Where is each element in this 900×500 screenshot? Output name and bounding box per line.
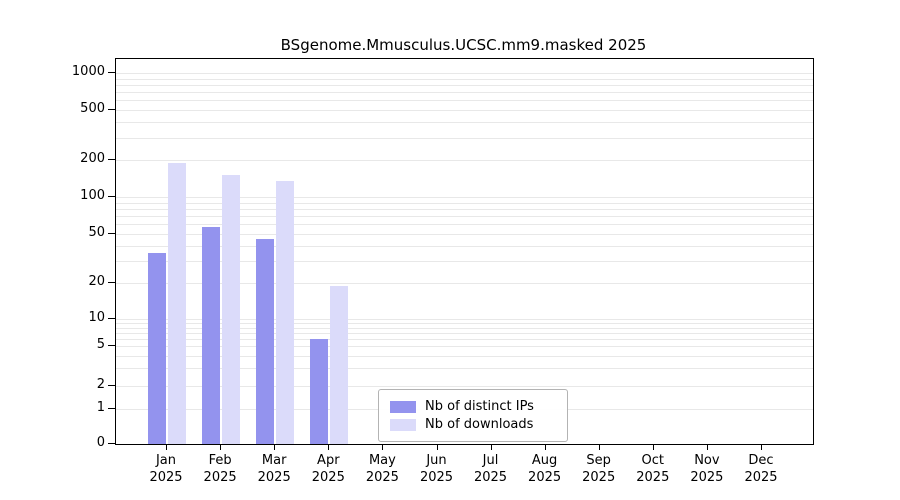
gridline xyxy=(116,78,813,80)
x-tick-label: Jan 2025 xyxy=(149,453,183,485)
y-tick-label: 500 xyxy=(80,101,105,116)
bar-distinct-ips xyxy=(310,338,329,444)
bar-downloads xyxy=(330,285,349,444)
x-tick-mark-icon xyxy=(652,444,654,450)
bar-downloads xyxy=(276,181,295,444)
y-tick-label: 200 xyxy=(80,151,105,166)
x-tick-mark-icon xyxy=(274,444,276,450)
y-tick-mark-icon xyxy=(108,443,115,444)
legend: Nb of distinct IPs Nb of downloads xyxy=(378,389,568,442)
x-tick-mark-icon xyxy=(166,444,167,450)
gridline xyxy=(116,234,813,235)
gridline xyxy=(116,368,813,370)
gridline xyxy=(116,73,813,74)
gridline xyxy=(116,338,813,340)
gridline xyxy=(116,160,813,161)
x-tick-label: Aug 2025 xyxy=(528,453,562,485)
y-tick-label: 0 xyxy=(96,435,105,450)
y-tick-mark-icon xyxy=(108,233,115,234)
gridline xyxy=(116,197,813,198)
y-tick-label: 2 xyxy=(96,377,105,392)
bar-distinct-ips xyxy=(148,253,166,444)
y-tick-label: 50 xyxy=(88,225,105,240)
x-tick-label: Apr 2025 xyxy=(311,453,345,485)
legend-item-downloads: Nb of downloads xyxy=(390,416,556,433)
y-tick-label: 100 xyxy=(80,188,105,203)
y-tick-mark-icon xyxy=(108,72,115,73)
legend-label-downloads: Nb of downloads xyxy=(425,417,534,432)
chart-title: BSgenome.Mmusculus.UCSC.mm9.masked 2025 xyxy=(280,36,647,54)
x-tick-label: Dec 2025 xyxy=(744,453,778,485)
y-tick-mark-icon xyxy=(108,196,115,197)
legend-swatch-distinct-ips-icon xyxy=(390,400,416,413)
x-tick-label: Jun 2025 xyxy=(419,453,454,485)
gridline xyxy=(116,110,813,111)
bar-downloads xyxy=(168,162,186,444)
x-tick-mark-icon xyxy=(220,444,222,450)
x-tick-label: Jul 2025 xyxy=(473,453,508,485)
y-tick-mark-icon xyxy=(108,408,115,409)
gridline xyxy=(116,332,813,334)
y-tick-label: 10 xyxy=(88,310,105,325)
gridline xyxy=(116,327,813,329)
y-tick-mark-icon xyxy=(108,109,115,110)
y-tick-mark-icon xyxy=(108,385,115,386)
x-tick-label: May 2025 xyxy=(365,453,399,485)
legend-label-distinct-ips: Nb of distinct IPs xyxy=(425,399,534,414)
gridline xyxy=(116,202,813,204)
gridline xyxy=(116,323,813,325)
x-tick-mark-icon xyxy=(544,444,546,450)
gridline xyxy=(116,122,813,124)
gridline xyxy=(116,224,813,226)
x-tick-label: Mar 2025 xyxy=(257,453,291,485)
gridline xyxy=(116,386,813,387)
legend-item-distinct-ips: Nb of distinct IPs xyxy=(390,398,556,415)
x-tick-mark-icon xyxy=(761,444,762,450)
y-tick-mark-icon xyxy=(108,159,115,160)
x-tick-mark-icon xyxy=(436,444,438,450)
y-tick-label: 1 xyxy=(96,400,105,415)
bar-distinct-ips xyxy=(202,227,221,444)
gridline xyxy=(116,245,813,247)
y-tick-label: 1000 xyxy=(71,64,105,79)
gridline xyxy=(116,208,813,210)
gridline xyxy=(116,283,813,284)
x-tick-label: Sep 2025 xyxy=(582,453,616,485)
y-tick-mark-icon xyxy=(108,282,115,283)
x-tick-mark-icon xyxy=(490,444,492,450)
y-tick-label: 20 xyxy=(88,274,105,289)
x-tick-label: Nov 2025 xyxy=(690,453,724,485)
x-tick-mark-icon xyxy=(598,444,600,450)
x-tick-mark-icon xyxy=(382,444,384,450)
gridline xyxy=(116,319,813,320)
gridline xyxy=(116,346,813,347)
gridline xyxy=(116,100,813,102)
gridline xyxy=(116,137,813,139)
gridline xyxy=(116,84,813,86)
gridline xyxy=(116,216,813,217)
bar-distinct-ips xyxy=(256,238,275,444)
legend-swatch-downloads-icon xyxy=(390,418,416,431)
y-tick-label: 5 xyxy=(96,337,105,352)
x-tick-mark-icon xyxy=(706,444,708,450)
x-tick-mark-icon xyxy=(328,444,330,450)
x-tick-label: Oct 2025 xyxy=(636,453,670,485)
gridline xyxy=(116,261,813,263)
y-tick-mark-icon xyxy=(108,345,115,346)
plot-area: Nb of distinct IPs Nb of downloads xyxy=(115,58,814,445)
gridline xyxy=(116,92,813,93)
gridline xyxy=(116,355,813,357)
x-tick-label: Feb 2025 xyxy=(203,453,237,485)
y-tick-mark-icon xyxy=(108,318,115,319)
bar-downloads xyxy=(222,175,241,444)
